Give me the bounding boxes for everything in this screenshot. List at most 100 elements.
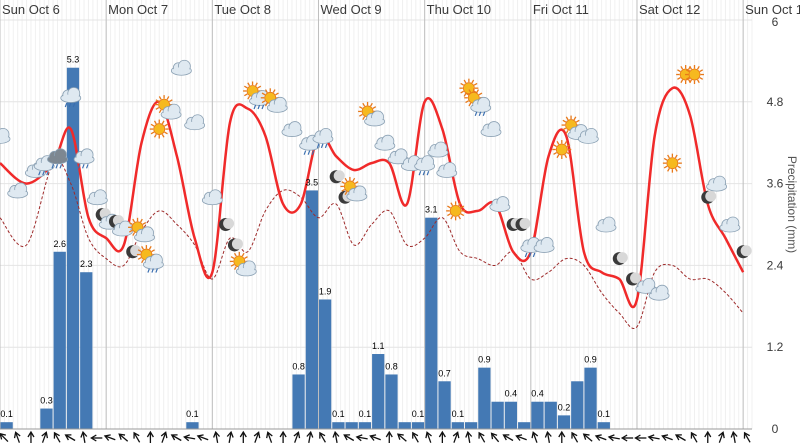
precipitation-bar — [491, 401, 504, 429]
wind-arrow-icon — [634, 434, 647, 442]
bar-value-label: 2.3 — [80, 259, 93, 269]
wind-arrow-icon — [90, 434, 103, 442]
moon-icon — [626, 272, 642, 286]
precipitation-bar — [411, 422, 425, 429]
wind-arrow-icon — [730, 430, 738, 444]
wind-arrow-icon — [183, 434, 196, 442]
bar-value-label: 2.6 — [53, 239, 66, 249]
sun-icon — [684, 65, 704, 85]
y-tick-label: 4.8 — [767, 95, 784, 109]
wind-arrow-icon — [571, 431, 579, 443]
precipitation-bar — [504, 401, 518, 429]
precipitation-bar — [53, 251, 66, 429]
bar-value-label: 0.9 — [478, 355, 491, 365]
bar-value-label: 0.1 — [452, 409, 465, 419]
wind-arrow-icon — [319, 431, 326, 443]
y-tick-label: 3.6 — [767, 177, 784, 191]
wind-arrow-icon — [690, 431, 698, 443]
wind-arrow-icon — [412, 431, 419, 443]
cloud-icon — [719, 216, 741, 233]
y-tick-label: 0 — [772, 422, 779, 436]
precipitation-bar — [186, 422, 199, 429]
max-temperature-curve — [0, 86, 745, 309]
wind-arrow-icon — [266, 431, 273, 443]
wind-arrow-icon — [160, 431, 168, 443]
cloud-icon — [480, 121, 502, 137]
cloud-icon — [7, 182, 29, 199]
wind-arrow-icon — [558, 430, 566, 443]
wind-arrow-icon — [478, 431, 486, 443]
wind-arrow-icon — [385, 430, 393, 443]
sun-cloud-icon — [340, 176, 368, 202]
wind-arrow-icon — [490, 432, 500, 443]
wind-arrow-icon — [80, 430, 88, 444]
wind-arrow-icon — [465, 430, 473, 444]
cloud-icon — [427, 141, 449, 158]
wind-arrow-icon — [502, 434, 514, 442]
axes: Sun Oct 6 Mon Oct 7 Tue Oct 8 Wed Oct 9 Thu … — [0, 2, 800, 436]
rain-cloud-icon — [60, 87, 82, 108]
moon-icon — [219, 218, 235, 231]
moon-icon — [329, 170, 345, 184]
wind-arrow-icon — [133, 431, 141, 443]
wind-arrow-icon — [531, 431, 539, 443]
temperature-curves — [0, 86, 745, 329]
precipitation-bar — [425, 217, 438, 429]
rain-cloud-icon — [73, 148, 95, 169]
cloud-icon — [184, 114, 206, 131]
bar-value-label: 1.9 — [319, 286, 332, 296]
precipitation-bar — [557, 415, 571, 429]
bar-value-label: 3.1 — [425, 205, 438, 215]
wind-arrow-icon — [425, 431, 432, 443]
day-label: Fri Oct 11 — [533, 2, 589, 17]
cloud-icon — [374, 134, 396, 151]
rain-cloud-icon — [414, 155, 436, 176]
cloud-icon — [489, 196, 511, 212]
wind-arrow-icon — [343, 434, 355, 442]
bar-value-label: 0.1 — [359, 409, 372, 419]
precipitation-bar — [398, 422, 411, 429]
wind-arrows — [0, 430, 751, 444]
min-temperature-curve — [0, 159, 744, 329]
wind-arrow-icon — [674, 434, 686, 442]
bar-value-label: 0.7 — [438, 368, 451, 378]
precipitation-bar — [292, 374, 305, 429]
bar-value-label: 0.1 — [0, 409, 13, 419]
precipitation-bar — [597, 422, 610, 429]
precipitation-bar — [571, 381, 584, 429]
wind-arrow-icon — [369, 434, 381, 441]
bar-value-label: 3.5 — [306, 177, 319, 187]
sun-icon — [459, 78, 479, 98]
sun-rain-icon — [136, 245, 164, 273]
moon-cloud-icon — [108, 215, 133, 237]
precipitation-bar — [464, 422, 478, 429]
weather-icons — [0, 59, 752, 301]
cloud-icon — [635, 277, 657, 294]
wind-arrow-icon — [620, 434, 634, 442]
wind-arrow-icon — [103, 434, 116, 441]
cloud-icon — [387, 148, 409, 165]
cloud-icon — [0, 127, 11, 144]
wind-arrow-icon — [146, 430, 154, 443]
bar-value-label: 0.4 — [531, 389, 544, 399]
precipitation-bar — [451, 422, 464, 429]
cloud-icon — [706, 175, 728, 192]
y-tick-label: 2.4 — [767, 258, 784, 272]
wind-arrow-icon — [332, 430, 340, 444]
bar-value-label: 0.2 — [558, 402, 571, 412]
bar-value-label: 5.3 — [67, 55, 80, 65]
wind-arrow-icon — [355, 434, 368, 442]
bar-labels: 0.10.32.65.32.30.10.83.51.90.1 0.11.10.80… — [0, 55, 610, 419]
moon-icon — [227, 238, 243, 252]
bar-value-label: 0.4 — [505, 389, 518, 399]
sun-icon — [676, 65, 696, 85]
day-label: Sun Oct 13 — [745, 2, 800, 17]
cloud-icon — [533, 237, 555, 253]
day-label: Thu Oct 10 — [427, 2, 491, 17]
wind-arrow-icon — [64, 434, 76, 442]
wind-arrow-icon — [27, 430, 35, 443]
wind-arrow-icon — [13, 431, 21, 443]
precipitation-bar — [385, 374, 398, 429]
moon-icon — [126, 245, 142, 259]
